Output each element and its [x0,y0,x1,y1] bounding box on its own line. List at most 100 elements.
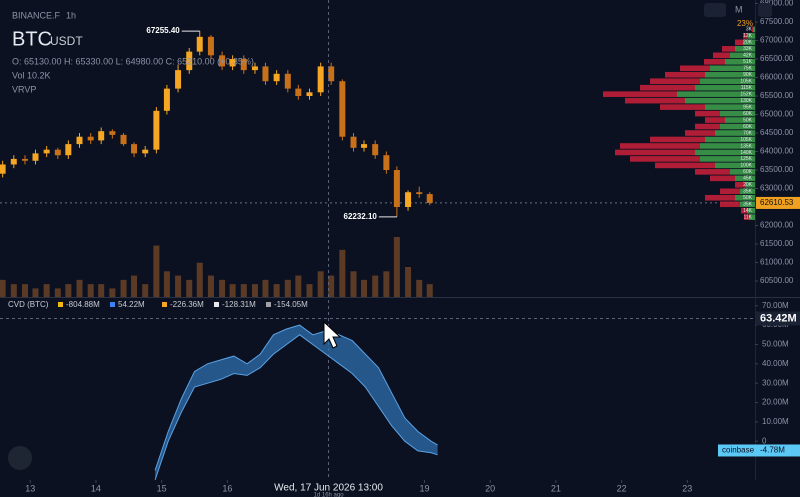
candle-body [251,66,258,71]
exchange-icon [266,302,271,307]
profile-buy [700,78,755,85]
profile-sell [741,207,747,214]
x-tick-label: 21 [551,483,561,493]
volume-bar [131,275,138,297]
profile-sell [620,143,700,149]
candle-body [0,164,6,174]
volume-bar [295,275,302,297]
profile-sell [722,46,735,52]
indicator[interactable]: VRVP [12,84,36,94]
volume-bar [306,284,313,297]
volume-bar [328,275,335,297]
profile-buy [685,97,755,104]
profile-label: 20K [743,40,753,46]
profile-sell [650,136,705,143]
profile-label: 140K [740,150,752,156]
profile-buy [725,58,755,65]
y-tick-label: 10.00M [762,417,789,426]
quote: USDT [50,34,83,48]
candle-body [163,88,170,111]
profile-buy [705,71,755,78]
y-tick-label: 40.00M [762,359,789,368]
volume-bar [416,279,423,297]
candle-body [416,192,423,195]
profile-buy [735,194,755,201]
candle-body [240,59,247,71]
x-tick-label: 14 [91,483,101,493]
candle-body [87,136,94,141]
profile-label: 35K [743,189,753,195]
volume-bar [109,288,116,297]
interval[interactable]: 1h [66,10,76,20]
profile-buy [720,123,755,130]
toolbar-mode[interactable]: M [735,4,743,14]
volume-bar [120,279,127,297]
y-tick-label: 65500.00 [760,91,794,100]
volume-bar [21,284,28,297]
y-tick-label: 66500.00 [760,54,794,63]
profile-label: 35K [743,202,753,208]
cvd-line [154,324,438,471]
toolbar-button[interactable] [704,3,726,17]
profile-buy [743,39,755,46]
y-tick-label: 63000.00 [760,184,794,193]
profile-sell [625,97,685,104]
profile-buy [730,52,755,59]
volume-bar [372,275,379,297]
profile-sell [660,104,705,110]
crosshair-sub: 1d 16h ago [314,493,345,497]
candle-body [207,36,214,56]
cursor-badge [756,311,800,326]
logo[interactable] [8,446,32,470]
exchange-icon [110,302,115,307]
profile-buy [720,110,755,117]
y-tick-label: 62000.00 [760,221,794,230]
volume-bar [54,288,61,297]
candle-body [186,51,193,71]
volume-bar [317,271,324,297]
volume-bar [163,271,170,297]
candle-body [383,155,390,171]
profile-buy [730,169,755,175]
candle-body [98,131,105,141]
profile-sell [695,169,730,175]
cvd-band [155,325,438,480]
candle-body [196,36,203,52]
profile-buy [710,65,755,72]
profile-sell [655,162,715,169]
profile-label: 105K [740,79,752,85]
expand-button[interactable] [758,3,772,17]
candle-body [262,66,269,82]
x-tick-label: 16 [222,483,232,493]
profile-buy [715,162,755,169]
exchange-total: -128.31M [222,300,256,309]
y-tick-label: 20.00M [762,398,789,407]
profile-label: 42K [743,53,753,59]
profile-label: 14K [743,208,753,214]
profile-label: 130K [740,98,752,104]
profile-label: 3K [746,27,753,33]
candle-body [21,158,28,161]
profile-buy [705,104,755,110]
volume-bar [284,279,291,297]
source-value: -4.78M [760,446,785,455]
crosshair-label-bg [273,480,384,497]
profile-label: 135K [740,143,752,149]
volume-bar [142,284,149,297]
candle-body [43,149,50,154]
profile-sell [743,33,748,39]
cvd-legend: CVD (BTC) [8,300,49,309]
candle-body [120,134,127,145]
y-tick-label: 61500.00 [760,239,794,248]
volume-bar [426,284,433,297]
volume-bar [0,279,6,297]
profile-label: 50K [743,195,753,201]
profile-label: 60K [743,124,753,130]
annotation: 62232.10 [344,212,378,221]
y-tick-label: 64500.00 [760,128,794,137]
candle-body [273,73,280,82]
profile-sell [713,52,730,59]
profile-sell [680,65,710,72]
